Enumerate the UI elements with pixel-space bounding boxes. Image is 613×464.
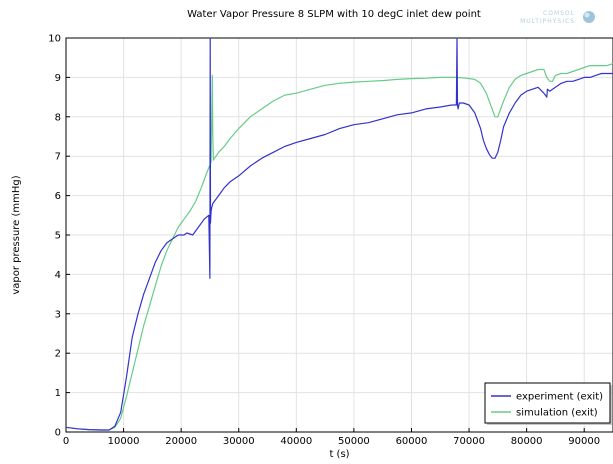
y-tick-label: 7 [55, 152, 61, 163]
x-tick-label: 50000 [338, 436, 370, 447]
series-line-simulation-exit [65, 63, 613, 431]
x-axis-label: t (s) [329, 449, 349, 460]
logo-line2: MULTIPHYSICS [520, 18, 575, 25]
logo-line1: COMSOL [543, 10, 575, 17]
y-tick-label: 9 [55, 73, 61, 84]
grid [66, 38, 613, 432]
y-tick-label: 0 [55, 428, 61, 439]
x-tick-label: 30000 [223, 436, 255, 447]
x-tick-label: 20000 [165, 436, 197, 447]
x-tick-label: 80000 [511, 436, 543, 447]
y-tick-label: 3 [55, 309, 61, 320]
y-tick-label: 1 [55, 388, 61, 399]
y-tick-label: 10 [48, 34, 61, 45]
x-tick-label: 90000 [568, 436, 600, 447]
legend-label: simulation (exit) [516, 408, 598, 419]
legend-box [484, 382, 611, 424]
x-tick-label: 10000 [108, 436, 140, 447]
legend-label: experiment (exit) [516, 392, 603, 403]
x-tick-label: 70000 [453, 436, 485, 447]
series-line-experiment-exit [65, 37, 613, 431]
y-tick-label: 4 [55, 270, 61, 281]
y-tick-label: 5 [55, 231, 61, 242]
x-tick-label: 0 [63, 436, 69, 447]
y-tick-label: 2 [55, 349, 61, 360]
axis-ticks: 0 10000 20000 30000 40000 50000 60000 70000 8000… [48, 34, 600, 448]
comsol-logo: COMSOL MULTIPHYSICS [520, 10, 595, 25]
series-group [65, 37, 613, 431]
x-tick-label: 60000 [396, 436, 428, 447]
logo-globe-icon-highlight [584, 12, 590, 18]
y-axis-label: vapor pressure (mmHg) [11, 175, 22, 294]
logo-globe-icon [583, 11, 595, 23]
x-tick-label: 40000 [280, 436, 312, 447]
y-tick-label: 6 [55, 191, 61, 202]
chart-title: Water Vapor Pressure 8 SLPM with 10 degC… [187, 9, 481, 20]
legend: experiment (exit) simulation (exit) [484, 382, 612, 425]
y-tick-label: 8 [55, 112, 61, 123]
